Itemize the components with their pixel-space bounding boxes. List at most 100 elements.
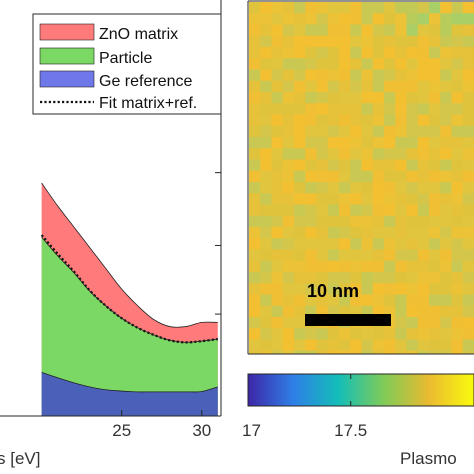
map-pixel xyxy=(350,260,362,273)
map-pixel xyxy=(429,114,441,127)
map-pixel xyxy=(429,283,441,295)
map-pixel xyxy=(294,193,306,205)
map-pixel xyxy=(384,328,396,340)
map-pixel xyxy=(271,2,284,14)
map-pixel xyxy=(339,294,351,307)
map-pixel xyxy=(294,294,306,307)
map-pixel xyxy=(372,170,385,183)
map-pixel xyxy=(372,137,385,149)
map-pixel xyxy=(327,2,340,14)
map-pixel xyxy=(451,350,464,355)
left-spectrum-panel: 25 30 s [eV] ZnO matrix Particle Ge refer… xyxy=(0,0,222,468)
map-pixel xyxy=(384,283,396,295)
map-pixel xyxy=(271,249,284,262)
map-pixel xyxy=(372,182,385,194)
map-pixel xyxy=(294,272,306,284)
x-tick-label: 25 xyxy=(112,421,131,440)
map-pixel xyxy=(361,69,374,82)
map-pixel xyxy=(406,148,419,160)
map-pixel xyxy=(462,92,474,104)
map-pixel xyxy=(361,103,374,115)
map-pixel xyxy=(429,13,441,25)
zno-outline xyxy=(41,182,218,328)
map-pixel xyxy=(429,137,441,149)
map-pixel xyxy=(350,35,362,48)
map-pixel xyxy=(372,249,385,262)
map-pixel xyxy=(417,148,430,160)
map-pixel xyxy=(305,260,317,273)
map-pixel xyxy=(406,182,419,194)
map-pixel xyxy=(271,328,284,340)
map-pixel xyxy=(429,35,441,48)
map-pixel xyxy=(384,193,396,205)
map-pixel xyxy=(384,249,396,262)
map-pixel xyxy=(294,114,306,127)
map-pixel xyxy=(372,159,385,172)
map-pixel xyxy=(429,182,441,194)
colorbar-tick-label: 17 xyxy=(242,421,261,440)
map-pixel xyxy=(294,215,306,228)
map-pixel xyxy=(417,58,430,70)
map-pixel xyxy=(327,170,340,183)
map-pixel xyxy=(406,125,419,138)
map-pixel xyxy=(440,13,452,25)
map-pixel xyxy=(282,272,295,284)
map-pixel xyxy=(327,103,340,115)
legend-label-ge-reference: Ge reference xyxy=(99,73,192,90)
map-pixel xyxy=(372,272,385,284)
map-pixel xyxy=(440,294,452,307)
map-pixel xyxy=(260,193,272,205)
map-pixel xyxy=(451,69,464,82)
map-pixel xyxy=(249,47,261,59)
map-pixel xyxy=(350,182,362,194)
map-pixel xyxy=(406,170,419,183)
map-pixel xyxy=(282,305,295,318)
map-pixel xyxy=(339,125,351,138)
legend-label-particle: Particle xyxy=(99,50,152,67)
map-pixel xyxy=(249,260,261,273)
map-pixel xyxy=(294,317,306,329)
map-pixel xyxy=(372,305,385,318)
map-pixel xyxy=(339,159,351,172)
map-pixel xyxy=(395,2,407,14)
map-pixel xyxy=(350,24,362,37)
map-pixel xyxy=(271,317,284,329)
map-pixel xyxy=(372,193,385,205)
map-pixel xyxy=(316,2,329,14)
map-pixel xyxy=(282,80,295,93)
map-pixel xyxy=(429,260,441,273)
map-pixel xyxy=(316,58,329,70)
map-pixel xyxy=(361,215,374,228)
map-pixel xyxy=(462,305,474,318)
map-pixel xyxy=(372,35,385,48)
map-pixel xyxy=(350,350,362,355)
map-pixel xyxy=(440,328,452,340)
map-pixel xyxy=(361,35,374,48)
map-pixel xyxy=(384,24,396,37)
map-pixel xyxy=(294,2,306,14)
map-pixel xyxy=(372,283,385,295)
map-pixel xyxy=(462,58,474,70)
map-pixel xyxy=(372,238,385,250)
map-pixel xyxy=(260,13,272,25)
map-pixel xyxy=(271,294,284,307)
map-pixel xyxy=(260,283,272,295)
map-pixel xyxy=(361,170,374,183)
map-pixel xyxy=(339,182,351,194)
map-pixel xyxy=(406,328,419,340)
map-pixel xyxy=(406,35,419,48)
map-pixel xyxy=(260,249,272,262)
colorbar xyxy=(247,373,474,407)
map-pixel xyxy=(294,227,306,239)
map-pixel xyxy=(440,125,452,138)
map-pixel xyxy=(384,58,396,70)
map-pixel xyxy=(429,24,441,37)
map-pixel xyxy=(316,92,329,104)
map-pixel xyxy=(260,80,272,93)
map-pixel xyxy=(417,339,430,352)
legend: ZnO matrix Particle Ge reference Fit mat… xyxy=(32,13,222,115)
map-pixel xyxy=(417,170,430,183)
map-pixel xyxy=(282,283,295,295)
map-pixel xyxy=(384,339,396,352)
map-pixel xyxy=(305,249,317,262)
